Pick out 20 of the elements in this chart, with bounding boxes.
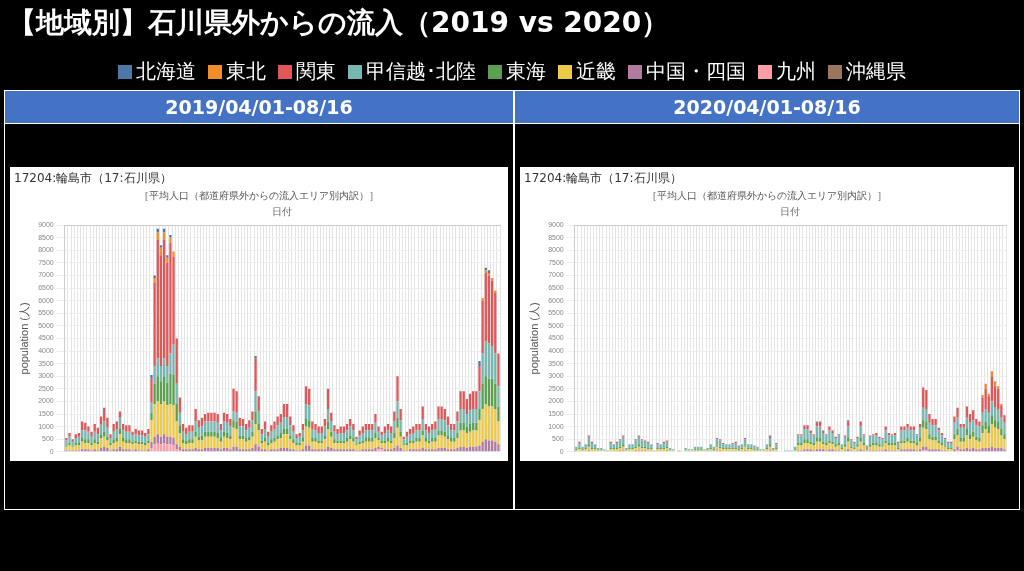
y-axis-title: population (人)	[527, 302, 540, 375]
chart-subtitle: 17204:輪島市（17:石川県）	[524, 170, 682, 187]
legend-label: 近畿	[576, 59, 616, 83]
y-axis-title: population (人)	[17, 302, 30, 375]
legend-label: 甲信越･北陸	[366, 59, 476, 83]
text: 【地域別】石川県外からの流入（2019 vs 2020）	[8, 5, 670, 41]
chart-title: 2020/04/01-08/16	[515, 91, 1019, 124]
text: ［平均人口（都道府県外からの流入エリア別内訳）］	[646, 189, 888, 203]
x-axis-title: 日付	[272, 205, 293, 217]
text: ［平均人口（都道府県外からの流入エリア別内訳）］	[138, 189, 380, 203]
x-axis-title: 日付	[780, 205, 801, 217]
chart-title: 2019/04/01-08/16	[5, 91, 513, 124]
legend-label: 中国・四国	[646, 59, 746, 83]
legend-label: 九州	[776, 59, 816, 83]
chart-subtitle: 17204:輪島市（17:石川県）	[14, 170, 172, 187]
legend-label: 東海	[506, 59, 546, 83]
legend-label: 沖縄県	[846, 59, 906, 83]
legend-label: 東北	[226, 59, 266, 83]
legend-label: 関東	[296, 59, 336, 83]
legend-label: 北海道	[136, 59, 196, 83]
